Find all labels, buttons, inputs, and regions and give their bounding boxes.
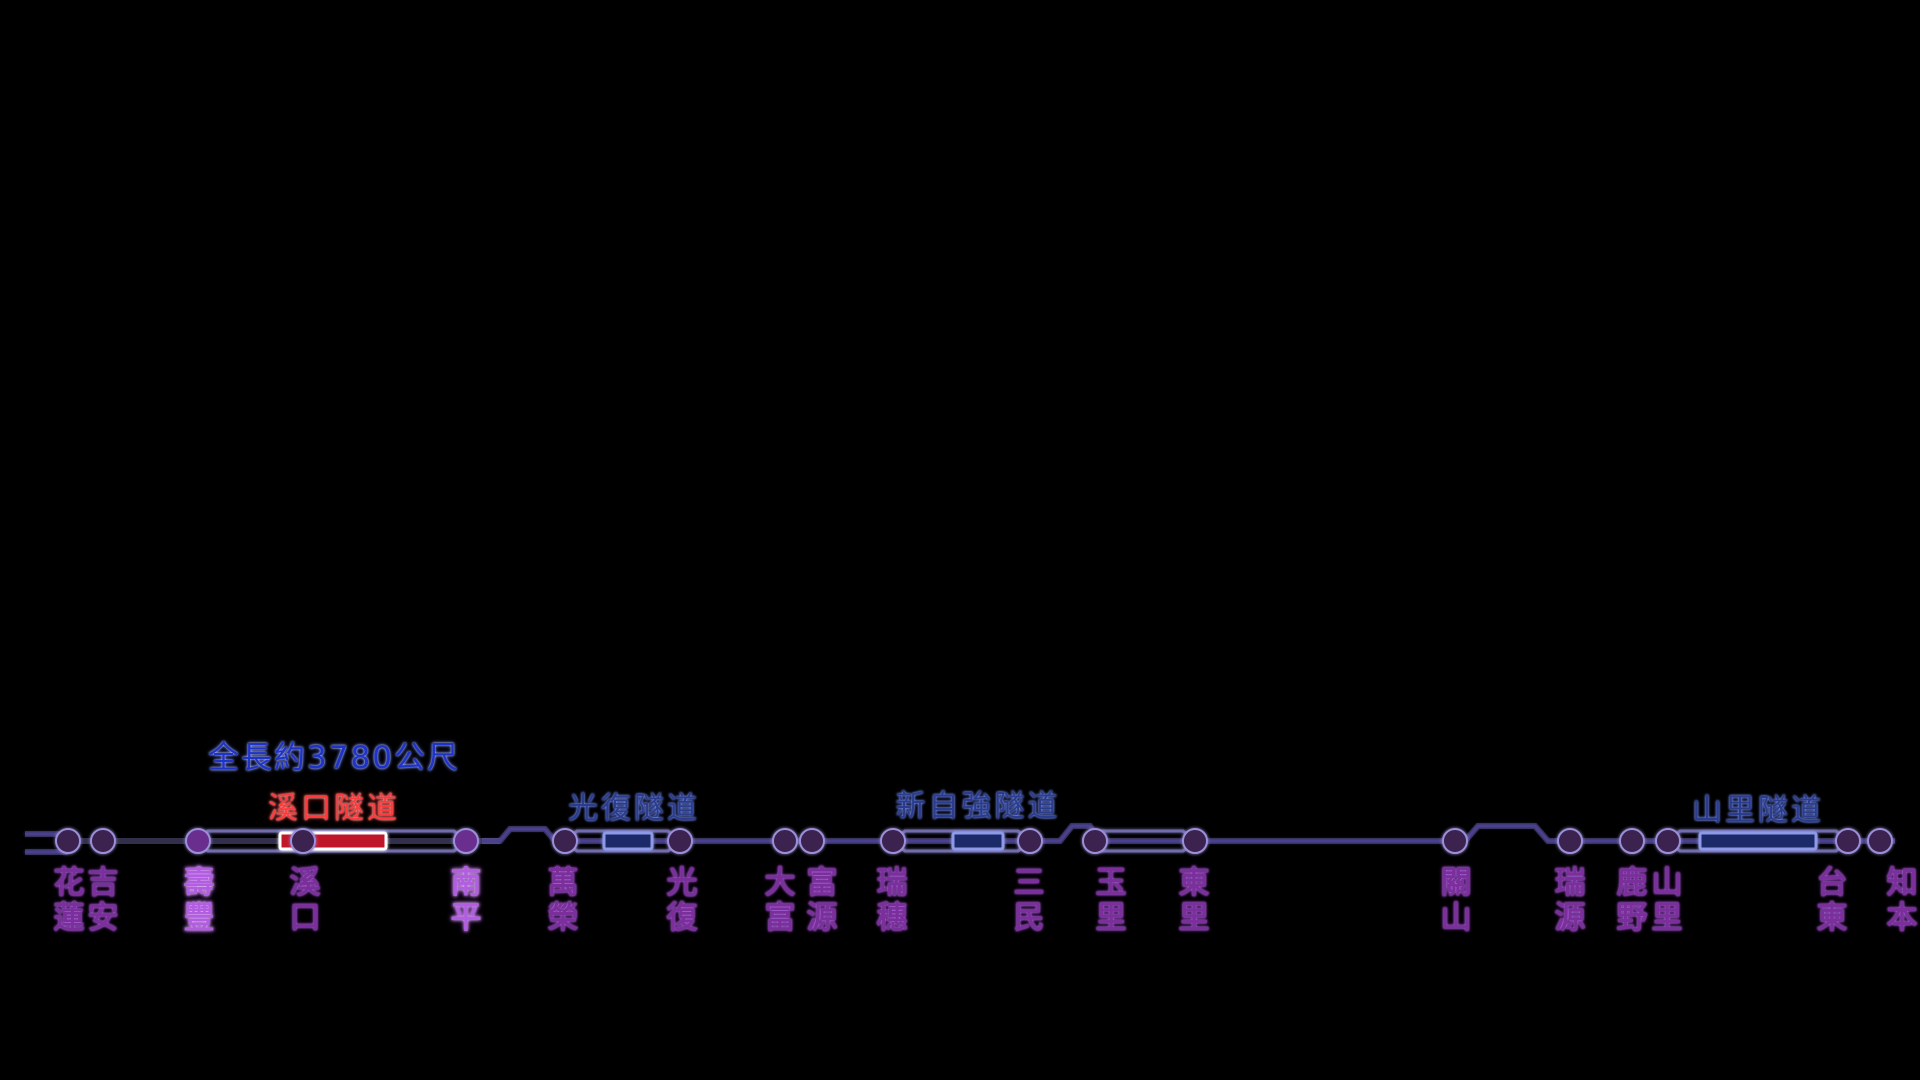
station-marker-13 — [1182, 828, 1208, 854]
station-label-2: 吉安 — [87, 865, 119, 936]
station-marker-2 — [90, 828, 116, 854]
station-label-16: 鹿野 — [1616, 865, 1648, 936]
station-marker-5 — [453, 828, 479, 854]
station-label-13: 東里 — [1178, 865, 1210, 936]
station-marker-7 — [667, 828, 693, 854]
station-label-14: 關山 — [1440, 865, 1472, 936]
station-marker-15 — [1557, 828, 1583, 854]
station-marker-4 — [290, 828, 316, 854]
station-label-1: 花蓮 — [53, 865, 85, 936]
tunnel-4 — [1698, 831, 1818, 851]
station-label-7: 光復 — [666, 865, 698, 936]
station-label-9: 富源 — [806, 865, 838, 936]
station-label-6: 萬榮 — [547, 865, 579, 936]
station-marker-12 — [1082, 828, 1108, 854]
station-label-5: 南平 — [450, 865, 482, 936]
station-marker-18 — [1835, 828, 1861, 854]
tunnel-2 — [602, 831, 654, 851]
station-marker-16 — [1619, 828, 1645, 854]
tunnel-label-2: 光復隧道 — [568, 791, 700, 826]
tunnel-label-4: 山里隧道 — [1692, 793, 1824, 828]
station-label-15: 瑞源 — [1554, 865, 1586, 936]
station-label-8: 大富 — [764, 865, 796, 936]
tunnel-3 — [951, 831, 1005, 851]
station-label-11: 三民 — [1013, 865, 1045, 936]
station-label-19: 知本 — [1886, 865, 1918, 936]
station-marker-9 — [799, 828, 825, 854]
station-marker-8 — [772, 828, 798, 854]
tunnel-length-label: 全長約3780公尺 — [208, 740, 460, 776]
track-line-4 — [1100, 824, 1895, 843]
station-marker-3 — [185, 828, 211, 854]
station-marker-11 — [1017, 828, 1043, 854]
station-marker-6 — [552, 828, 578, 854]
station-label-4: 溪口 — [289, 865, 321, 936]
station-label-18: 台東 — [1816, 865, 1848, 936]
station-label-3: 壽豐 — [183, 865, 215, 936]
station-label-10: 瑞穗 — [876, 865, 908, 936]
station-marker-14 — [1442, 828, 1468, 854]
station-marker-1 — [55, 828, 81, 854]
station-marker-10 — [880, 828, 906, 854]
tunnel-label-1: 溪口隧道 — [268, 791, 400, 826]
station-marker-17 — [1655, 828, 1681, 854]
station-label-17: 山里 — [1651, 865, 1683, 936]
station-label-12: 玉里 — [1095, 865, 1127, 936]
station-marker-19 — [1867, 828, 1893, 854]
tunnel-label-3: 新自強隧道 — [895, 789, 1061, 824]
